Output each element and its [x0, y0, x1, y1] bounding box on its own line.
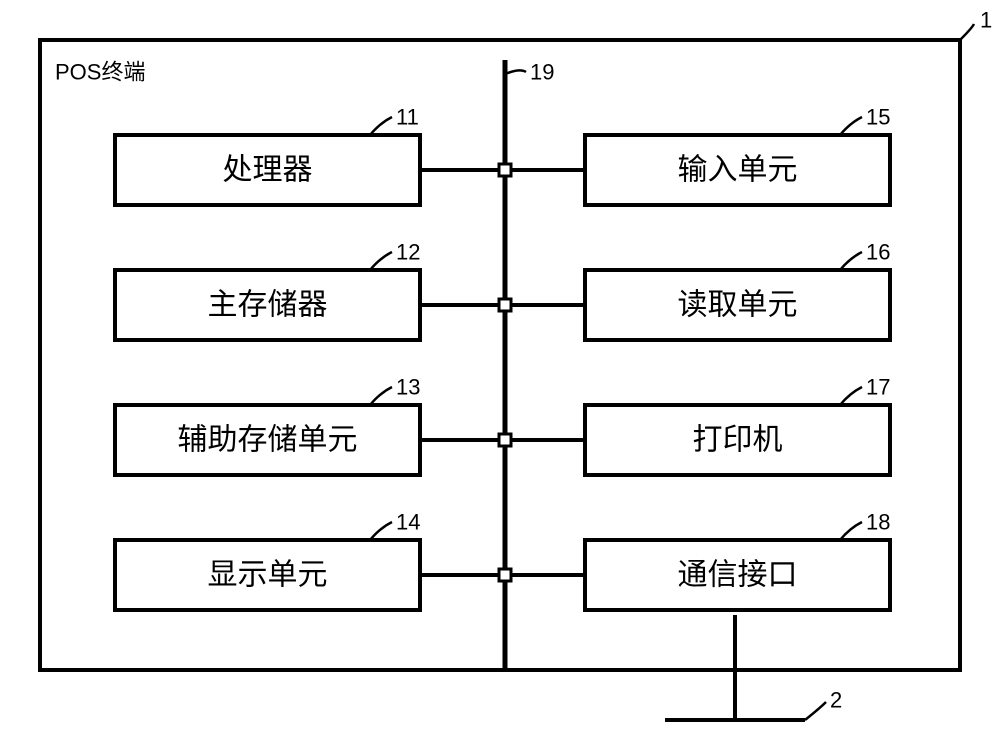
container-ref: 1	[980, 8, 992, 33]
input-unit-label: 输入单元	[678, 154, 798, 187]
container-leader	[960, 24, 974, 40]
comm-interface-label: 通信接口	[678, 559, 798, 592]
processor-ref: 11	[396, 105, 419, 130]
container-label: POS终端	[55, 60, 145, 85]
aux-storage-ref: 13	[396, 375, 420, 400]
main-memory-ref: 12	[396, 240, 420, 265]
display-unit-label: 显示单元	[208, 559, 328, 592]
processor-label: 处理器	[223, 154, 313, 187]
printer-label: 打印机	[693, 424, 783, 457]
read-unit-junction	[499, 299, 511, 311]
input-unit-ref: 15	[866, 105, 890, 130]
read-unit-label: 读取单元	[678, 289, 798, 322]
input-unit-junction	[499, 164, 511, 176]
aux-storage-label: 辅助存储单元	[178, 424, 358, 457]
bus-ref: 19	[530, 60, 554, 85]
main-memory-label: 主存储器	[208, 289, 328, 322]
display-unit-ref: 14	[396, 510, 420, 535]
comm-interface-ref: 18	[866, 510, 890, 535]
comm-interface-junction	[499, 569, 511, 581]
printer-ref: 17	[866, 375, 890, 400]
read-unit-ref: 16	[866, 240, 890, 265]
external-leader	[805, 702, 826, 720]
printer-junction	[499, 434, 511, 446]
external-ref: 2	[830, 688, 842, 713]
